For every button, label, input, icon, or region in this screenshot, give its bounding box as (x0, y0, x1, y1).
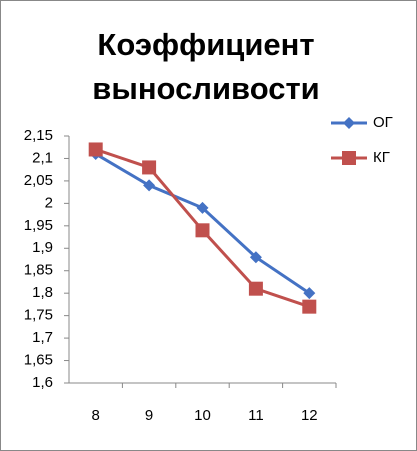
data-point (88, 142, 103, 157)
x-tick-label: 10 (194, 407, 211, 424)
legend-marker (343, 117, 355, 129)
y-tick-label: 2 (45, 194, 53, 211)
y-tick-label: 1,6 (32, 374, 53, 391)
y-tick-label: 1,75 (24, 307, 53, 324)
y-tick-label: 1,65 (24, 352, 53, 369)
y-tick-label: 1,85 (24, 262, 53, 279)
data-point (143, 179, 156, 192)
y-tick-label: 1,8 (32, 284, 53, 301)
data-point (195, 223, 210, 238)
data-point (303, 287, 316, 300)
y-tick-label: 2,15 (24, 127, 53, 144)
y-tick-label: 1,7 (32, 329, 53, 346)
x-tick-label: 12 (301, 407, 318, 424)
x-tick-label: 8 (92, 407, 100, 424)
y-tick-label: 1,95 (24, 217, 53, 234)
data-point (142, 160, 157, 175)
legend-label: КГ (373, 149, 390, 166)
y-tick-label: 2,05 (24, 172, 53, 189)
data-point (302, 299, 317, 314)
data-point (248, 281, 263, 296)
data-point (249, 251, 262, 264)
data-point (196, 201, 209, 214)
x-tick-label: 11 (248, 407, 264, 424)
y-tick-label: 1,9 (32, 239, 53, 256)
x-tick-label: 9 (145, 407, 153, 424)
legend-label: ОГ (373, 114, 393, 131)
y-tick-label: 2,1 (32, 149, 53, 166)
legend-marker (342, 151, 356, 165)
chart-title: Коэффициент выносливости (92, 27, 320, 106)
